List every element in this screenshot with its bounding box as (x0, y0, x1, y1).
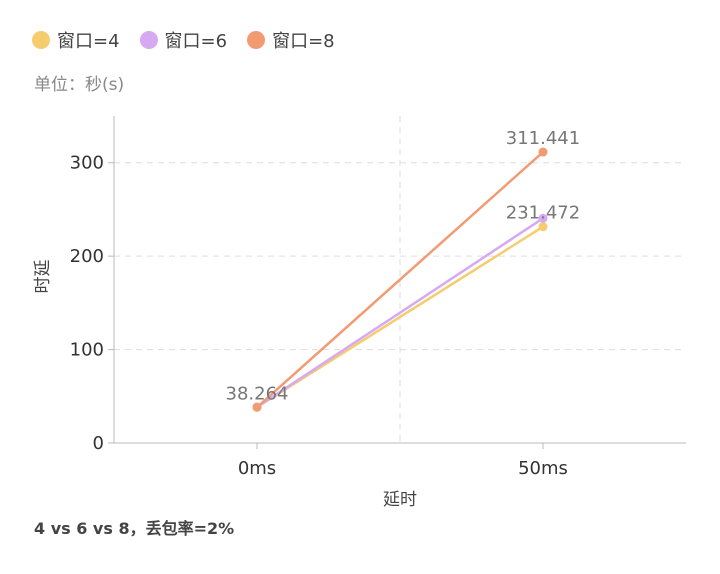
legend-swatch-window-4 (32, 31, 50, 49)
legend-label-window-4: 窗口=4 (57, 31, 120, 52)
legend-swatch-window-6 (139, 31, 158, 49)
series-line-2 (256, 151, 544, 409)
y-tick-label-300: 300 (70, 153, 104, 174)
data-point-s1-1 (538, 213, 548, 223)
x-tick-label-1: 50ms (518, 458, 568, 479)
data-point-s0-1 (538, 222, 548, 232)
data-label-2: 231.472 (506, 203, 580, 224)
x-axis-title: 延时 (383, 490, 417, 510)
legend-item-window-6[interactable]: 窗口=6 (139, 27, 228, 53)
series-line-0 (256, 225, 544, 409)
legend: 窗口=4 窗口=6 窗口=8 (32, 28, 335, 52)
legend-item-window-4[interactable]: 窗口=4 (32, 27, 120, 53)
legend-swatch-window-8 (247, 31, 266, 49)
data-point-s2-1 (538, 147, 548, 157)
y-axis-title: 时延 (33, 260, 53, 294)
y-tick-label-100: 100 (70, 340, 104, 361)
x-tick-label-0: 0ms (238, 458, 276, 479)
legend-item-window-8[interactable]: 窗口=8 (247, 27, 335, 53)
y-tick-label-200: 200 (70, 246, 104, 267)
data-label-1: 311.441 (506, 128, 580, 149)
legend-label-window-8: 窗口=8 (272, 31, 335, 52)
legend-label-window-6: 窗口=6 (164, 31, 228, 52)
data-point-s2-0 (252, 402, 262, 412)
data-label-0: 38.264 (226, 383, 289, 404)
series-line-1 (256, 217, 544, 409)
chart-caption: 4 vs 6 vs 8，丢包率=2% (34, 519, 235, 538)
y-tick-label-0: 0 (93, 433, 104, 454)
unit-label: 单位：秒(s) (34, 75, 125, 95)
